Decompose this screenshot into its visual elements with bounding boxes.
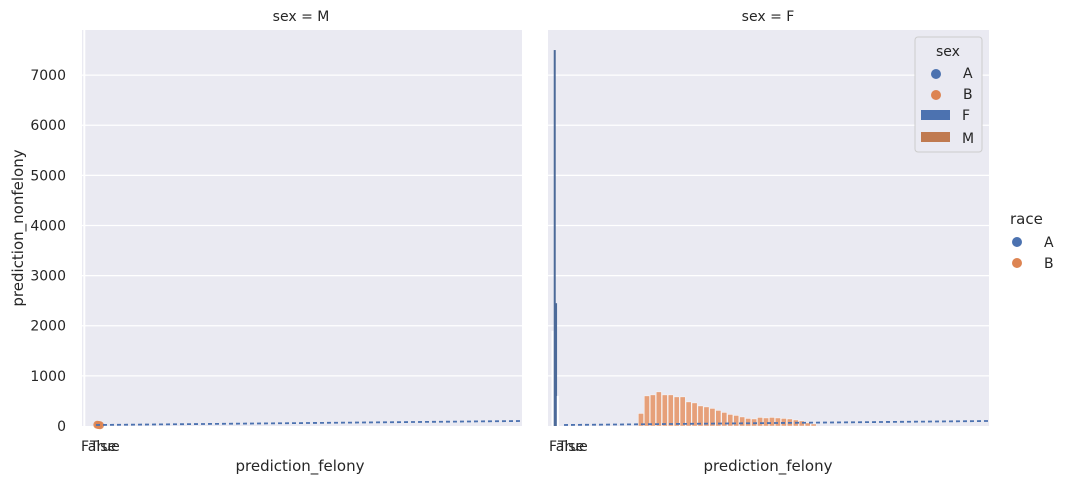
histogram-bar (721, 412, 728, 427)
spike-bars (80, 30, 86, 426)
legend-race: race A B (1010, 210, 1054, 272)
x-tick-label-true: True (89, 439, 120, 455)
histogram-bar (727, 414, 734, 427)
legend-swatch-f (921, 110, 950, 120)
histogram-bar (769, 417, 775, 427)
y-tick-label: 2000 (30, 319, 66, 335)
trend-line (563, 420, 990, 426)
histogram-bar (650, 394, 656, 427)
legend-marker-a (1012, 237, 1022, 247)
histogram-bar (685, 401, 692, 427)
grid-lines (80, 74, 522, 377)
legend-label-b: B (963, 87, 973, 103)
histogram-bar (804, 422, 811, 427)
y-tick-label: 3000 (30, 269, 66, 285)
spike-bar (80, 30, 82, 426)
histogram-bar (739, 416, 745, 427)
legend-label-a: A (1044, 235, 1054, 251)
histogram-bar (679, 396, 686, 427)
legend-box (914, 36, 983, 153)
histogram-bar (644, 395, 650, 427)
panel-sex-m: 0 1000 2000 3000 4000 5000 6000 7000 False True… (9, 9, 523, 476)
histogram-bar (715, 410, 722, 427)
y-tick-label: 5000 (30, 168, 66, 184)
panel-background (80, 30, 522, 426)
y-tick-label: 4000 (30, 218, 66, 234)
histogram-bar (733, 415, 740, 427)
histogram-bar (673, 396, 680, 427)
legend-label-f: F (962, 108, 970, 124)
histogram-bar (757, 417, 763, 427)
y-tick-label: 1000 (30, 369, 66, 385)
histogram-bar (656, 391, 662, 427)
x-tick-label-false: False (549, 439, 584, 455)
panel-sex-f: False True sex = F prediction_felony (548, 9, 990, 476)
y-tick-label: 7000 (30, 68, 66, 84)
histogram-bar (703, 406, 710, 427)
histogram-bar (691, 402, 698, 427)
legend-marker-b (1012, 258, 1022, 268)
histogram-bar (810, 423, 817, 427)
histogram-bar (775, 417, 781, 427)
y-tick-label: 0 (57, 419, 66, 435)
histogram-bar (662, 394, 668, 427)
spike-bar (553, 50, 556, 427)
trend-line (95, 420, 523, 426)
legend-label-b: B (1044, 256, 1054, 272)
legend-marker-a (931, 69, 941, 79)
histogram-bar (638, 413, 644, 427)
histogram-bar (763, 417, 769, 427)
legend-marker-b (931, 90, 941, 100)
x-tick-label-true: True (557, 439, 588, 455)
y-tick-label: 6000 (30, 118, 66, 134)
y-tick-labels: 0 1000 2000 3000 4000 5000 6000 7000 (30, 68, 66, 435)
legend-swatch-m (921, 132, 950, 142)
legend-sex: sex A B F M (914, 36, 983, 153)
legend-title: sex (936, 44, 960, 60)
trend-line (95, 420, 523, 426)
spike-bars (551, 50, 559, 427)
x-axis-label: prediction_felony (704, 457, 833, 476)
spike-bar (556, 395, 559, 426)
x-tick-label-false: False (81, 439, 116, 455)
histogram-bar (745, 418, 751, 427)
histogram-bar (697, 405, 704, 427)
legend-label-m: M (962, 131, 974, 147)
panel-title: sex = F (742, 9, 795, 25)
trend-line (563, 420, 990, 426)
x-axis-label: prediction_felony (236, 457, 365, 476)
histogram-bar (667, 394, 674, 427)
y-axis-label: prediction_nonfelony (9, 149, 28, 306)
panel-title: sex = M (273, 9, 330, 25)
histogram-bar (709, 408, 716, 427)
legend-label-a: A (963, 66, 973, 82)
legend-title: race (1010, 210, 1043, 228)
spike-bar (83, 30, 86, 426)
spike-bar (555, 303, 558, 426)
spike-bar (551, 330, 554, 426)
